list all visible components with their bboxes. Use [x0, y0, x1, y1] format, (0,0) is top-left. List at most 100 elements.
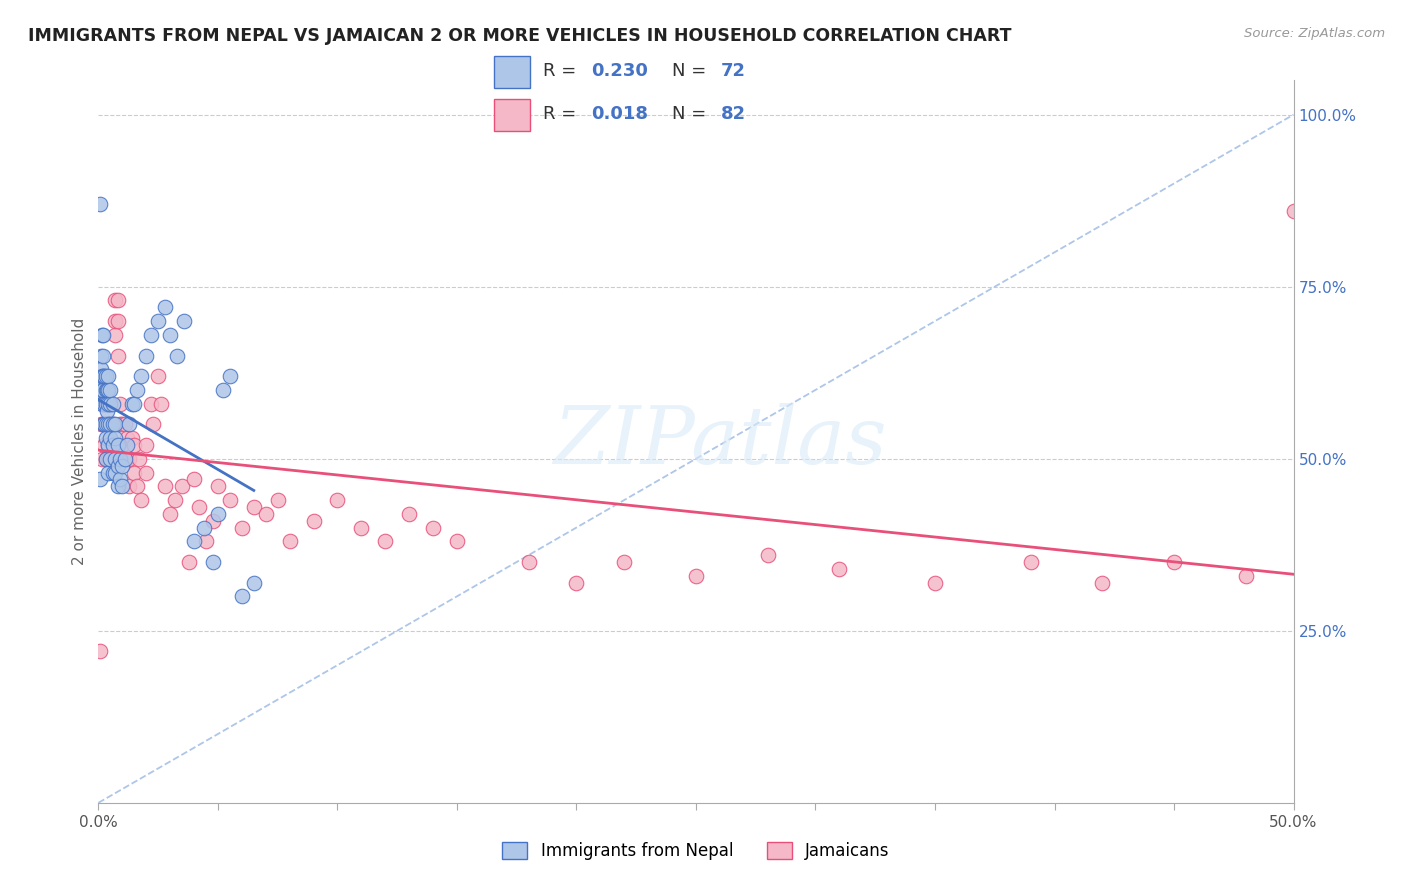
FancyBboxPatch shape: [494, 99, 530, 131]
Point: [115, 431, 138, 445]
Point: [207, 479, 229, 493]
Point: [219, 493, 242, 508]
Point: [91, 369, 114, 384]
Text: N =: N =: [672, 62, 713, 79]
Point: [91, 349, 114, 363]
Point: [96, 383, 118, 397]
Point: [125, 383, 148, 397]
Point: [97, 397, 120, 411]
Point: [98, 397, 122, 411]
Point: [104, 451, 127, 466]
Point: [94, 417, 117, 432]
Point: [135, 349, 157, 363]
Point: [159, 507, 181, 521]
Point: [135, 466, 157, 480]
Text: Source: ZipAtlas.com: Source: ZipAtlas.com: [1244, 27, 1385, 40]
Point: [756, 548, 779, 562]
Point: [107, 458, 129, 473]
Point: [89, 472, 111, 486]
Point: [118, 417, 141, 432]
Point: [101, 466, 124, 480]
Point: [111, 438, 134, 452]
Point: [98, 383, 122, 397]
Point: [173, 314, 195, 328]
Point: [101, 397, 124, 411]
Point: [101, 417, 124, 432]
Point: [104, 466, 127, 480]
Text: 0.230: 0.230: [591, 62, 648, 79]
Point: [243, 500, 266, 514]
Point: [193, 520, 215, 534]
Point: [97, 417, 120, 432]
Point: [90, 383, 112, 397]
Point: [613, 555, 636, 569]
Point: [121, 397, 143, 411]
Point: [104, 431, 127, 445]
Point: [118, 451, 141, 466]
Point: [94, 397, 117, 411]
Point: [107, 479, 129, 493]
Point: [231, 520, 253, 534]
Point: [108, 397, 131, 411]
Point: [98, 417, 122, 432]
Point: [183, 534, 205, 549]
Point: [107, 349, 129, 363]
Point: [131, 369, 153, 384]
Point: [94, 451, 117, 466]
Y-axis label: 2 or more Vehicles in Household: 2 or more Vehicles in Household: [72, 318, 87, 566]
Point: [267, 493, 290, 508]
Point: [155, 479, 177, 493]
Point: [93, 438, 115, 452]
Text: 0.018: 0.018: [591, 105, 648, 123]
Point: [1282, 204, 1305, 219]
Point: [148, 369, 170, 384]
Point: [149, 397, 172, 411]
Point: [202, 514, 225, 528]
Point: [91, 397, 114, 411]
Point: [94, 431, 117, 445]
Point: [98, 431, 122, 445]
Point: [124, 466, 146, 480]
Point: [254, 507, 277, 521]
Point: [96, 403, 118, 417]
Point: [219, 369, 242, 384]
Point: [374, 534, 396, 549]
Point: [98, 451, 122, 466]
Point: [91, 397, 114, 411]
Point: [94, 369, 117, 384]
Point: [139, 397, 162, 411]
Point: [142, 417, 165, 432]
Point: [101, 451, 124, 466]
Point: [1234, 568, 1257, 582]
Point: [98, 417, 122, 432]
Point: [90, 349, 112, 363]
Point: [135, 438, 157, 452]
Point: [114, 451, 136, 466]
Point: [1091, 575, 1114, 590]
Point: [108, 472, 131, 486]
Point: [89, 644, 111, 658]
Point: [90, 327, 112, 342]
Point: [91, 369, 114, 384]
Point: [148, 314, 170, 328]
Point: [121, 431, 143, 445]
Point: [517, 555, 540, 569]
Point: [302, 514, 325, 528]
Point: [107, 438, 129, 452]
Point: [124, 438, 146, 452]
Point: [91, 451, 114, 466]
Point: [398, 507, 420, 521]
Point: [97, 397, 120, 411]
Point: [91, 417, 114, 432]
Point: [97, 417, 120, 432]
Point: [115, 438, 138, 452]
Point: [97, 466, 120, 480]
Point: [94, 451, 117, 466]
Point: [1019, 555, 1042, 569]
FancyBboxPatch shape: [494, 56, 530, 87]
Point: [446, 534, 468, 549]
Legend: Immigrants from Nepal, Jamaicans: Immigrants from Nepal, Jamaicans: [496, 835, 896, 867]
Point: [243, 575, 266, 590]
Point: [183, 472, 205, 486]
Point: [98, 431, 122, 445]
